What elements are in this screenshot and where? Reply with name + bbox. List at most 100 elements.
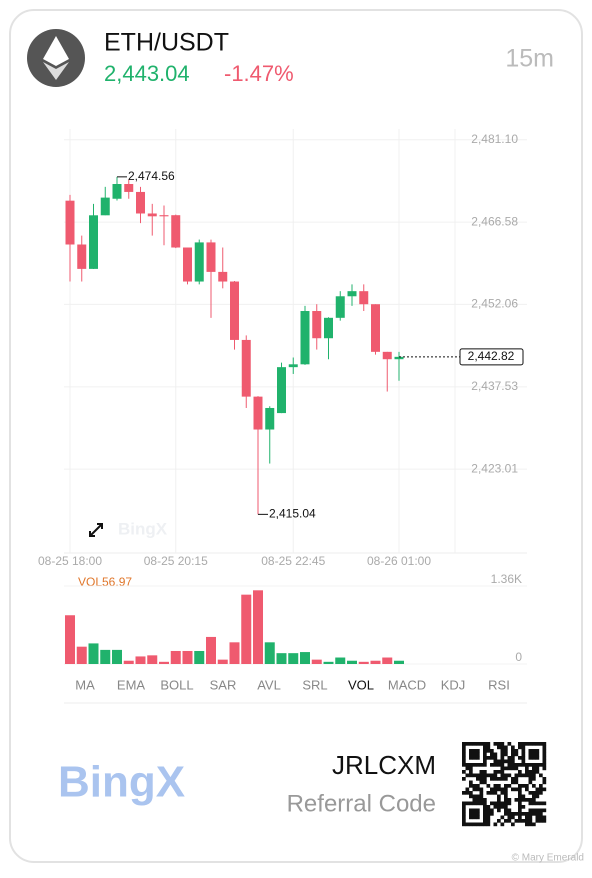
qr-module <box>504 752 508 757</box>
volume-bar <box>311 659 322 664</box>
qr-module <box>535 815 540 820</box>
qr-module <box>539 784 543 788</box>
qr-module <box>476 773 480 778</box>
qr-module <box>539 801 543 806</box>
indicator-tab[interactable]: VOL <box>348 677 374 692</box>
qr-module <box>465 801 470 806</box>
qr-module <box>514 819 519 823</box>
qr-module <box>500 770 505 774</box>
candle-body <box>183 247 192 282</box>
qr-module <box>542 742 547 746</box>
qr-module <box>465 763 470 767</box>
volume-bar <box>147 655 158 664</box>
qr-module <box>493 742 498 746</box>
qr-module <box>518 742 522 746</box>
qr-module <box>532 752 536 757</box>
y-tick-label: 0 <box>515 650 522 664</box>
qr-module <box>514 766 519 771</box>
y-tick-label: 2,481.10 <box>471 132 518 146</box>
watermark: © Mary Emerald <box>512 853 584 864</box>
y-tick-label: 2,423.01 <box>471 461 518 475</box>
qr-module <box>469 770 473 774</box>
qr-module <box>483 805 487 809</box>
qr-module <box>525 822 529 827</box>
qr-module <box>486 773 491 778</box>
qr-module <box>493 801 498 806</box>
qr-module <box>542 787 547 792</box>
qr-module <box>504 773 508 778</box>
qr-module <box>479 742 484 746</box>
qr-module <box>532 791 536 795</box>
qr-module <box>469 766 473 771</box>
qr-module <box>518 763 522 767</box>
qr-module <box>472 787 477 792</box>
qr-module <box>504 812 508 816</box>
qr-module <box>493 784 498 788</box>
x-tick-label: 08-25 18:00 <box>38 554 102 568</box>
qr-module <box>514 777 519 781</box>
indicator-tab[interactable]: RSI <box>488 677 510 692</box>
qr-module <box>507 773 512 778</box>
annotation-label: 2,474.56 <box>128 169 175 183</box>
qr-module <box>521 756 526 760</box>
qr-module <box>504 766 508 771</box>
indicator-tab[interactable]: SRL <box>302 677 327 692</box>
volume-bar <box>288 653 299 664</box>
qr-module <box>469 784 473 788</box>
qr-module <box>532 822 536 827</box>
qr-module <box>483 745 487 750</box>
qr-module <box>518 808 522 813</box>
indicator-tab[interactable]: EMA <box>117 677 146 692</box>
qr-module <box>462 801 466 806</box>
qr-module <box>469 801 473 806</box>
qr-module <box>476 756 480 760</box>
qr-module <box>518 812 522 816</box>
qr-module <box>462 749 466 753</box>
qr-module <box>479 822 484 827</box>
qr-module <box>521 812 526 816</box>
candle-body <box>241 339 251 397</box>
qr-module <box>511 752 515 757</box>
indicator-tab[interactable]: BOLL <box>160 677 193 692</box>
qr-module <box>462 752 466 757</box>
candle-body <box>194 242 204 282</box>
qr-module <box>493 752 498 757</box>
indicator-tab[interactable]: MA <box>75 677 95 692</box>
qr-module <box>504 784 508 788</box>
qr-module <box>535 749 540 753</box>
qr-module <box>500 742 505 746</box>
qr-module <box>490 763 494 767</box>
indicator-tab[interactable]: MACD <box>388 677 426 692</box>
qr-module <box>542 777 547 781</box>
qr-module <box>528 770 533 774</box>
qr-module <box>493 773 498 778</box>
volume-bar <box>159 661 169 664</box>
qr-module <box>483 756 487 760</box>
qr-module <box>483 759 487 764</box>
qr-module <box>511 745 515 750</box>
qr-module <box>500 777 505 781</box>
qr-module <box>476 777 480 781</box>
qr-module <box>497 801 501 806</box>
qr-module <box>518 798 522 802</box>
qr-module <box>525 742 529 746</box>
indicator-tab[interactable]: AVL <box>257 677 281 692</box>
chart-watermark: BingX <box>118 519 168 538</box>
pair: ETH/USDT <box>104 29 229 57</box>
qr-module <box>507 801 512 806</box>
qr-module <box>486 791 491 795</box>
qr-module <box>479 787 484 792</box>
qr-module <box>525 763 529 767</box>
qr-module <box>486 749 491 753</box>
qr-module <box>500 815 505 820</box>
indicator-tab[interactable]: SAR <box>210 677 237 692</box>
qr-module <box>535 770 540 774</box>
qr-module <box>483 812 487 816</box>
qr-module <box>528 763 533 767</box>
qr-module <box>528 815 533 820</box>
annotation-label: 2,415.04 <box>269 507 316 521</box>
qr-module <box>507 766 512 771</box>
y-tick-label: 2,466.58 <box>471 214 518 228</box>
qr-module <box>542 759 547 764</box>
indicator-tab[interactable]: KDJ <box>441 677 466 692</box>
